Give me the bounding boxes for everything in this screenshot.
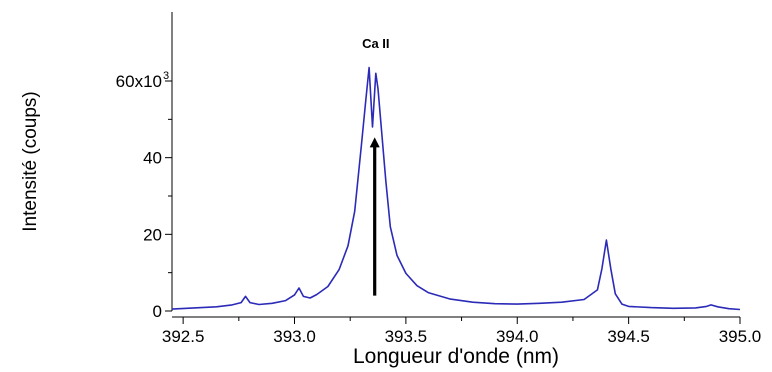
x-tick-label: 394.0 bbox=[496, 327, 539, 346]
x-axis-title: Longueur d'onde (nm) bbox=[353, 345, 559, 368]
annotation-layer: Ca II bbox=[362, 36, 390, 296]
x-tick-label: 394.5 bbox=[607, 327, 650, 346]
y-tick-label: 0 bbox=[153, 302, 162, 321]
x-tick-label: 393.0 bbox=[273, 327, 316, 346]
axes bbox=[171, 12, 740, 318]
x-tick-label: 392.5 bbox=[162, 327, 205, 346]
y-tick-label: 40 bbox=[143, 149, 162, 168]
series-layer bbox=[171, 66, 741, 311]
y-tick-label: 20 bbox=[143, 225, 162, 244]
x-ticks: 392.5 393.0 393.5 394.0 394.5 395.0 bbox=[162, 317, 761, 346]
x-tick-label: 395.0 bbox=[719, 327, 762, 346]
y-tick-label: 60x10 bbox=[116, 72, 162, 91]
y-tick-exponent: 3 bbox=[163, 70, 169, 82]
y-ticks: 0 20 40 60x10 3 bbox=[116, 70, 172, 321]
spectrum-line bbox=[171, 66, 741, 311]
ca-ii-label: Ca II bbox=[362, 36, 389, 51]
y-axis-title: Intensité (coups) bbox=[20, 91, 41, 231]
x-tick-label: 393.5 bbox=[385, 327, 428, 346]
